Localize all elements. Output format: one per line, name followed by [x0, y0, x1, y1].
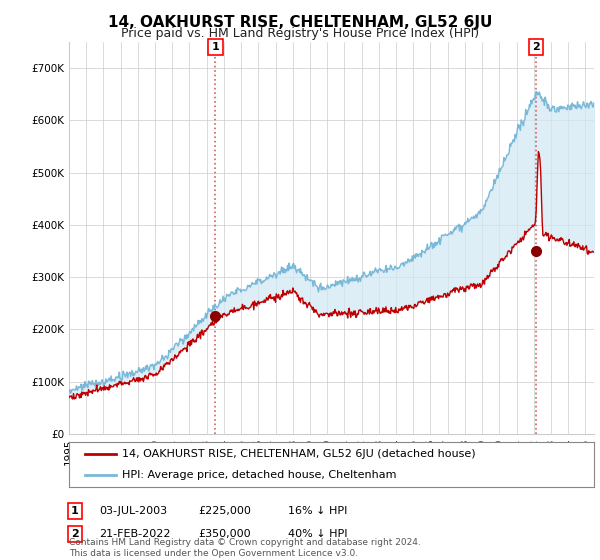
- Text: 40% ↓ HPI: 40% ↓ HPI: [288, 529, 347, 539]
- Text: 2: 2: [71, 529, 79, 539]
- Text: 21-FEB-2022: 21-FEB-2022: [99, 529, 170, 539]
- Text: 2: 2: [532, 42, 539, 52]
- Text: 14, OAKHURST RISE, CHELTENHAM, GL52 6JU: 14, OAKHURST RISE, CHELTENHAM, GL52 6JU: [108, 15, 492, 30]
- Text: HPI: Average price, detached house, Cheltenham: HPI: Average price, detached house, Chel…: [121, 470, 396, 480]
- Text: 14, OAKHURST RISE, CHELTENHAM, GL52 6JU (detached house): 14, OAKHURST RISE, CHELTENHAM, GL52 6JU …: [121, 450, 475, 460]
- Text: £225,000: £225,000: [198, 506, 251, 516]
- Text: 16% ↓ HPI: 16% ↓ HPI: [288, 506, 347, 516]
- Text: Price paid vs. HM Land Registry's House Price Index (HPI): Price paid vs. HM Land Registry's House …: [121, 27, 479, 40]
- Text: £350,000: £350,000: [198, 529, 251, 539]
- Text: 1: 1: [71, 506, 79, 516]
- Text: 1: 1: [211, 42, 219, 52]
- Text: Contains HM Land Registry data © Crown copyright and database right 2024.
This d: Contains HM Land Registry data © Crown c…: [69, 538, 421, 558]
- Text: 03-JUL-2003: 03-JUL-2003: [99, 506, 167, 516]
